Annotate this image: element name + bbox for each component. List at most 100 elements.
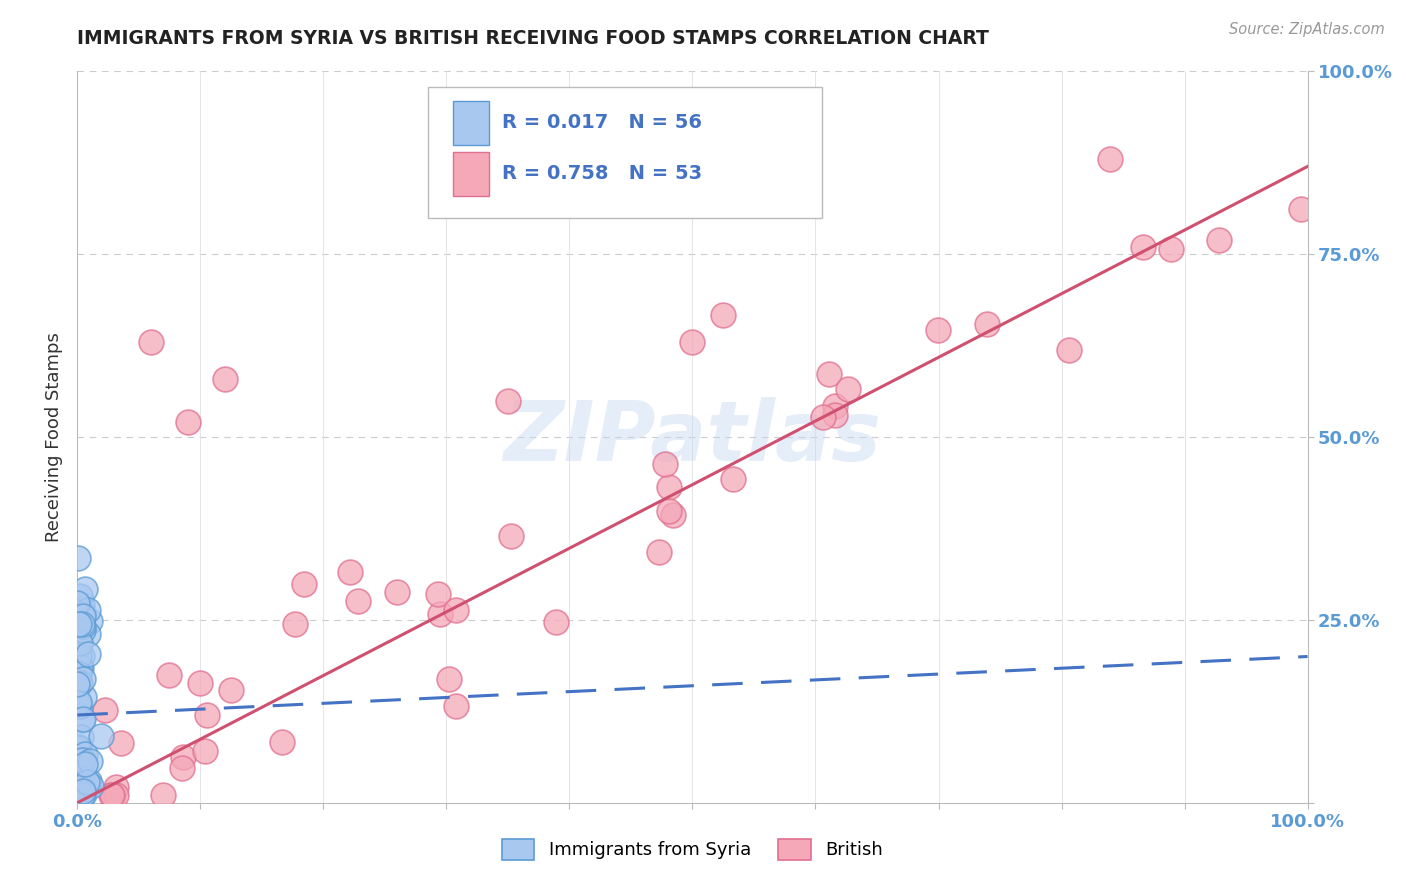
Point: [284, 616, 307, 631]
Point: [72, 672, 94, 686]
Point: [72, 783, 94, 797]
Point: [69, 757, 91, 772]
Point: [172, 749, 194, 764]
Point: [75, 582, 97, 596]
Point: [69, 636, 91, 650]
Point: [811, 410, 834, 425]
Point: [66, 677, 89, 691]
Point: [219, 683, 242, 698]
Point: [94, 703, 117, 717]
Point: [837, 382, 859, 396]
Point: [658, 480, 681, 494]
Point: [292, 577, 315, 591]
Point: [72, 607, 94, 621]
Point: [67, 695, 90, 709]
Point: [67, 673, 90, 688]
Point: [1057, 343, 1080, 358]
Point: [499, 529, 522, 543]
Y-axis label: Receiving Food Stamps: Receiving Food Stamps: [45, 332, 63, 542]
Point: [190, 676, 212, 690]
Point: [79, 779, 101, 793]
Point: [385, 585, 408, 599]
Point: [170, 761, 193, 775]
Point: [195, 708, 218, 723]
Point: [73, 690, 96, 705]
Point: [69, 781, 91, 796]
Point: [77, 773, 100, 788]
Point: [104, 780, 127, 794]
Point: [1132, 240, 1154, 254]
Point: [72, 623, 94, 637]
Point: [67, 739, 90, 754]
FancyBboxPatch shape: [427, 87, 821, 218]
Point: [73, 756, 96, 771]
Point: [66, 616, 89, 631]
Point: [67, 617, 90, 632]
Point: [658, 504, 681, 518]
Point: [927, 322, 949, 336]
Point: [67, 634, 90, 648]
Point: [66, 761, 89, 775]
Point: [270, 734, 292, 748]
Point: [339, 565, 361, 579]
Point: [69, 659, 91, 673]
Point: [69, 661, 91, 675]
Point: [72, 619, 94, 633]
Point: [70, 753, 93, 767]
Point: [66, 741, 89, 756]
Point: [347, 594, 370, 608]
Point: [711, 308, 734, 322]
Point: [103, 789, 125, 803]
Point: [72, 712, 94, 726]
Point: [90, 729, 112, 743]
Point: [67, 698, 90, 712]
Point: [66, 596, 89, 610]
Point: [824, 408, 846, 422]
Point: [818, 368, 841, 382]
Point: [72, 753, 94, 767]
Point: [77, 627, 100, 641]
FancyBboxPatch shape: [453, 101, 489, 145]
Point: [72, 609, 94, 624]
Point: [70, 648, 93, 663]
Point: [141, 334, 163, 349]
Point: [976, 318, 998, 332]
Point: [70, 617, 93, 632]
FancyBboxPatch shape: [453, 152, 489, 195]
Text: IMMIGRANTS FROM SYRIA VS BRITISH RECEIVING FOOD STAMPS CORRELATION CHART: IMMIGRANTS FROM SYRIA VS BRITISH RECEIVI…: [77, 29, 990, 47]
Point: [67, 648, 90, 663]
Point: [67, 760, 90, 774]
Point: [69, 675, 91, 690]
Point: [79, 615, 101, 629]
Point: [79, 754, 101, 768]
Point: [67, 666, 90, 681]
Point: [444, 603, 467, 617]
Point: [152, 789, 174, 803]
Point: [177, 416, 200, 430]
Point: [100, 789, 122, 803]
Point: [544, 615, 567, 629]
Point: [70, 599, 93, 613]
Point: [76, 602, 98, 616]
Point: [110, 736, 132, 750]
Point: [654, 457, 676, 471]
Point: [426, 587, 449, 601]
Text: R = 0.017   N = 56: R = 0.017 N = 56: [502, 113, 702, 132]
Point: [69, 752, 91, 766]
Point: [648, 544, 671, 558]
Point: [70, 713, 93, 727]
Point: [73, 787, 96, 801]
Point: [496, 393, 519, 408]
Text: Source: ZipAtlas.com: Source: ZipAtlas.com: [1229, 22, 1385, 37]
Point: [104, 789, 127, 803]
Point: [72, 787, 94, 801]
Point: [721, 472, 744, 486]
Point: [682, 334, 704, 349]
Point: [1208, 233, 1230, 247]
Point: [69, 589, 91, 603]
Text: R = 0.758   N = 53: R = 0.758 N = 53: [502, 164, 702, 183]
Point: [69, 699, 91, 714]
Point: [1098, 152, 1121, 166]
Point: [76, 648, 98, 662]
Point: [66, 550, 89, 565]
